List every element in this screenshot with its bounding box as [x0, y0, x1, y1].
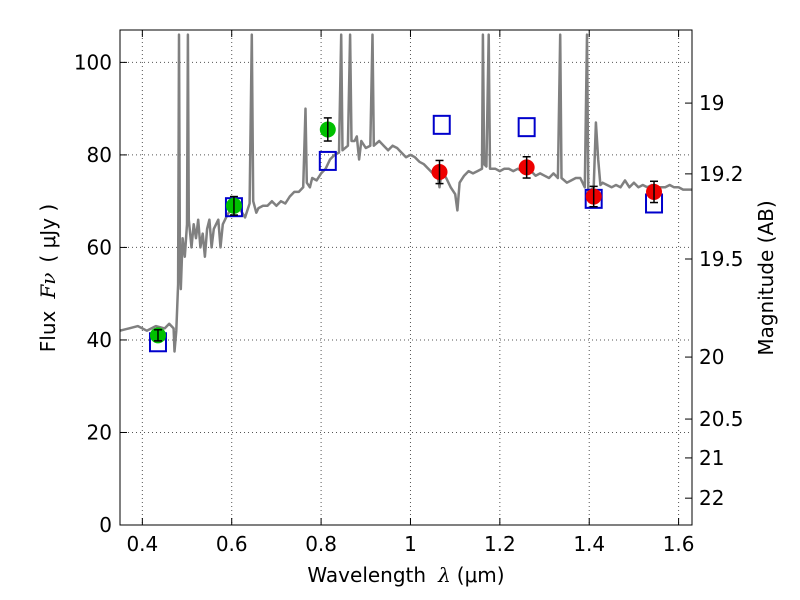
model-spectrum: [120, 33, 692, 353]
model-square-point: [517, 117, 536, 138]
photometry-points: [148, 114, 664, 353]
x-tick-label: 1: [404, 532, 417, 556]
x-axis-label: Wavelength λ (μm): [307, 563, 504, 587]
y2-tick-label: 22: [699, 486, 724, 510]
x-tick-label: 0.6: [216, 532, 248, 556]
y-axis-label: Flux Fν ( μJy ): [36, 204, 60, 352]
x-tick-label: 0.8: [305, 532, 337, 556]
y-axis-symbol: Fν: [36, 273, 60, 300]
x-axis-symbol: λ: [437, 563, 451, 587]
y-axis-label-text: Flux: [36, 310, 60, 352]
x-tick-label: 1.2: [484, 532, 516, 556]
y-tick-label: 0: [99, 513, 112, 537]
axis-ticks: 0.4 0.6 0.8 1 1.2 1.4 1.6 0 20 40 60 80 100 19 19.2 19.…: [74, 30, 744, 556]
y2-tick-label: 19.2: [699, 162, 744, 186]
y2-tick-label: 20.5: [699, 407, 744, 431]
y2-tick-label: 21: [699, 446, 724, 470]
x-tick-label: 0.4: [126, 532, 158, 556]
model-square-point: [432, 114, 451, 135]
y-tick-label: 100: [74, 50, 112, 74]
x-tick-label: 1.4: [573, 532, 605, 556]
grid: [120, 30, 692, 526]
y2-axis-label: Magnitude (AB): [754, 200, 778, 355]
plot-frame: [119, 29, 693, 526]
x-tick-label: 1.6: [663, 532, 695, 556]
y-tick-label: 40: [87, 328, 112, 352]
y-tick-label: 80: [87, 143, 112, 167]
y-axis-unit: ( μJy ): [36, 204, 60, 263]
model-square-point: [318, 150, 337, 171]
y2-tick-label: 20: [699, 345, 724, 369]
y-tick-label: 20: [87, 420, 112, 444]
y2-tick-label: 19: [699, 91, 724, 115]
spectrum-line: [120, 33, 692, 353]
x-axis-unit: (μm): [457, 563, 505, 587]
y2-tick-label: 19.5: [699, 247, 744, 271]
y-tick-label: 60: [87, 235, 112, 259]
x-axis-label-text: Wavelength: [307, 563, 426, 587]
